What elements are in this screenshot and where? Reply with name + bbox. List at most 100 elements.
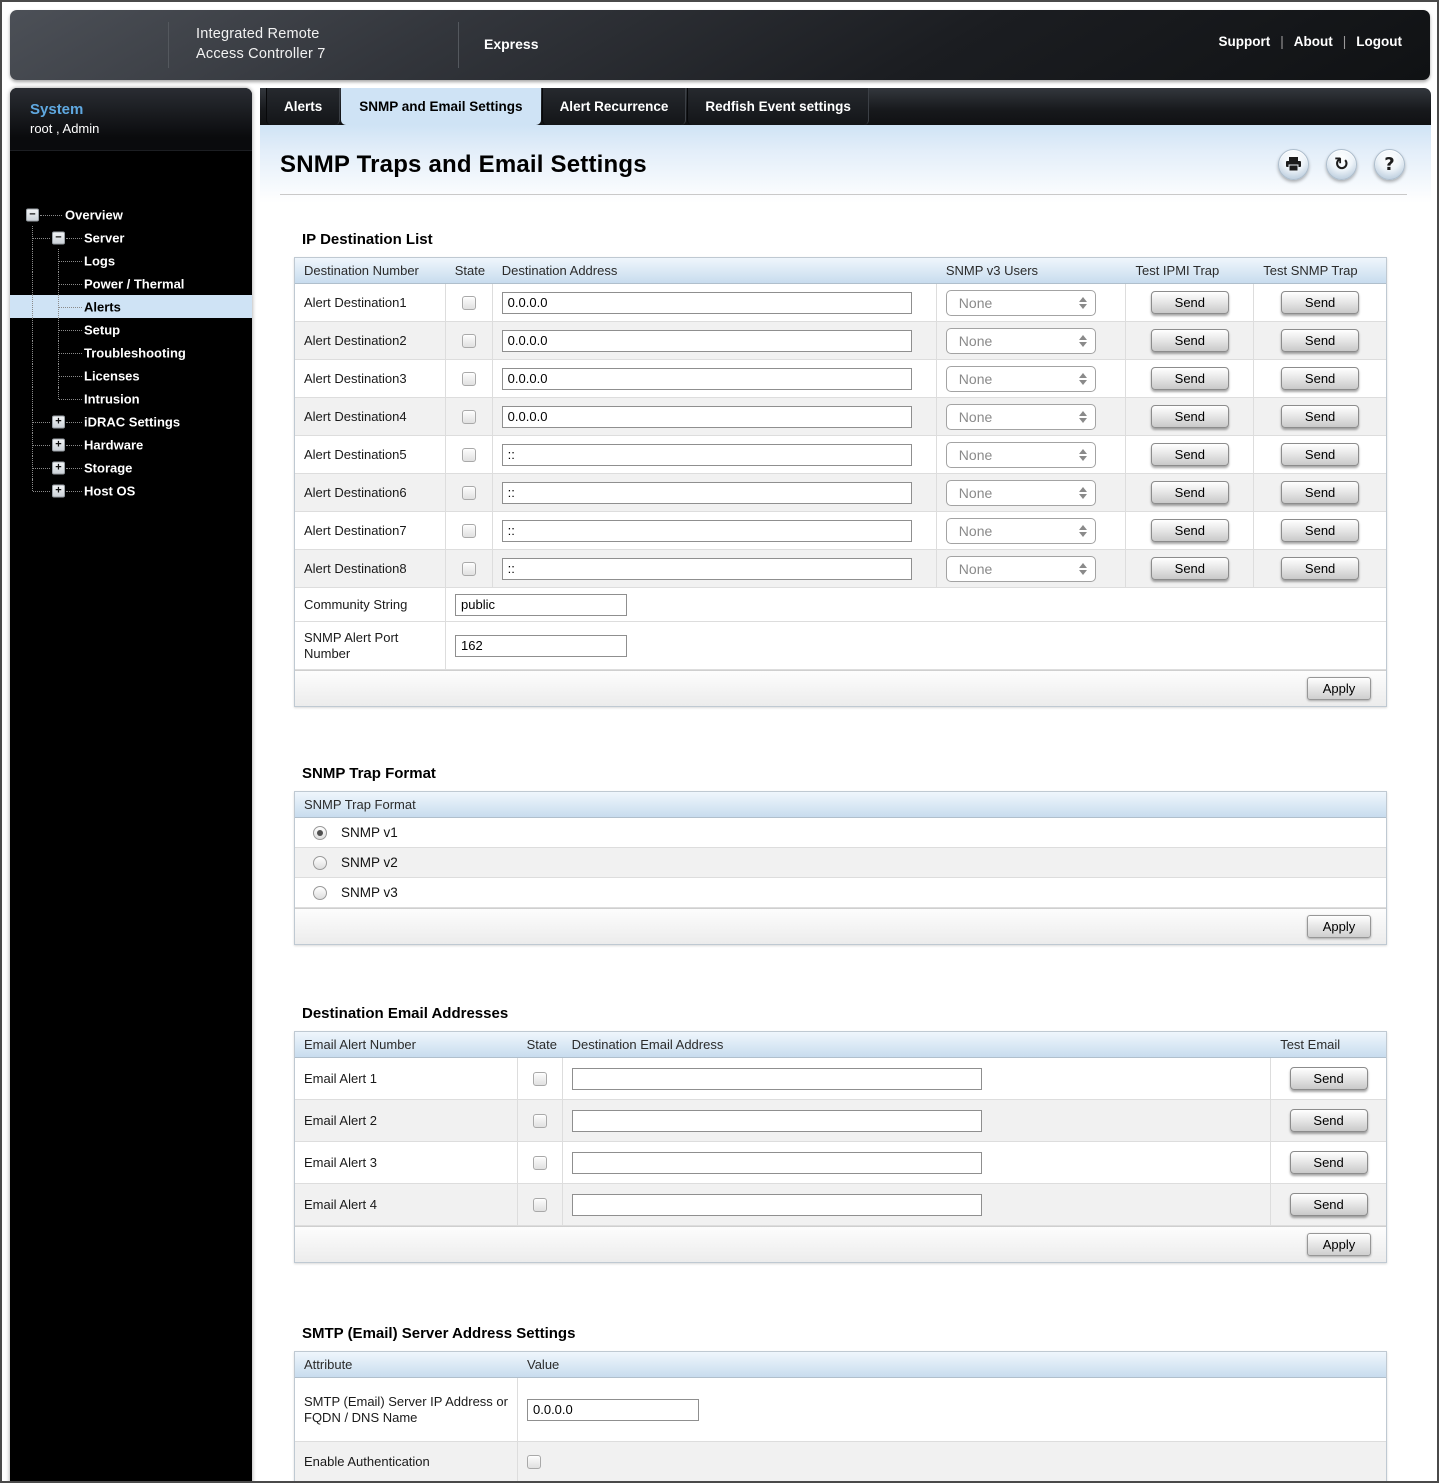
tab-snmp-and-email-settings[interactable]: SNMP and Email Settings xyxy=(341,88,541,125)
state-checkbox-destination-7[interactable] xyxy=(461,523,476,538)
expand-icon-idrac-settings[interactable]: + xyxy=(52,415,65,428)
snmp-v3-users-select-2[interactable]: None xyxy=(945,327,1096,354)
community-string-input[interactable] xyxy=(455,593,627,616)
radio-snmp-v1[interactable] xyxy=(313,825,327,840)
expand-icon-hardware[interactable]: + xyxy=(52,438,65,451)
destination-address-input-5[interactable] xyxy=(501,443,912,466)
apply-button-ip-destination[interactable]: Apply xyxy=(1307,677,1371,700)
header-link-support[interactable]: Support xyxy=(1218,34,1271,49)
state-checkbox-destination-3[interactable] xyxy=(461,371,476,386)
ip-destination-row: Alert Destination3 None Send Send xyxy=(295,360,1386,398)
radio-snmp-v3[interactable] xyxy=(313,885,327,900)
destination-email-input-2[interactable] xyxy=(571,1109,982,1132)
test-email-send-button-2[interactable]: Send xyxy=(1289,1109,1368,1132)
sidebar-item-licenses[interactable]: Licenses xyxy=(10,364,252,387)
test-snmp-send-button-3[interactable]: Send xyxy=(1281,367,1360,390)
destination-address-input-7[interactable] xyxy=(501,519,912,542)
test-email-send-button-1[interactable]: Send xyxy=(1289,1067,1368,1090)
tab-alerts[interactable]: Alerts xyxy=(266,88,341,125)
test-snmp-send-button-2[interactable]: Send xyxy=(1281,329,1360,352)
state-checkbox-email-3[interactable] xyxy=(532,1155,547,1170)
state-checkbox-destination-1[interactable] xyxy=(461,295,476,310)
test-snmp-send-button-1[interactable]: Send xyxy=(1281,291,1360,314)
smtp-server-input[interactable] xyxy=(527,1398,699,1421)
snmp-v3-users-select-4[interactable]: None xyxy=(945,403,1096,430)
test-ipmi-send-button-8[interactable]: Send xyxy=(1150,557,1229,580)
sidebar-item-storage[interactable]: + Storage xyxy=(10,456,252,479)
test-snmp-send-button-4[interactable]: Send xyxy=(1281,405,1360,428)
test-snmp-send-button-5[interactable]: Send xyxy=(1281,443,1360,466)
sidebar-item-overview[interactable]: − Overview xyxy=(10,203,252,226)
test-ipmi-send-button-1[interactable]: Send xyxy=(1150,291,1229,314)
section-heading-smtp: SMTP (Email) Server Address Settings xyxy=(302,1325,576,1342)
test-ipmi-send-button-6[interactable]: Send xyxy=(1150,481,1229,504)
table-cell: Alert Destination4 xyxy=(295,398,446,435)
table-cell xyxy=(518,1442,1386,1481)
test-ipmi-send-button-4[interactable]: Send xyxy=(1150,405,1229,428)
destination-address-input-8[interactable] xyxy=(501,557,912,580)
enable-authentication-checkbox[interactable] xyxy=(527,1454,541,1469)
state-checkbox-destination-5[interactable] xyxy=(461,447,476,462)
collapse-icon-server[interactable]: − xyxy=(52,231,65,244)
state-checkbox-destination-2[interactable] xyxy=(461,333,476,348)
sidebar-item-server[interactable]: − Server xyxy=(10,226,252,249)
destination-address-input-4[interactable] xyxy=(501,405,912,428)
collapse-icon-overview[interactable]: − xyxy=(26,208,39,221)
state-checkbox-email-2[interactable] xyxy=(532,1113,547,1128)
expand-icon-storage[interactable]: + xyxy=(52,461,65,474)
test-snmp-send-button-7[interactable]: Send xyxy=(1281,519,1360,542)
sidebar-item-host-os[interactable]: + Host OS xyxy=(10,479,252,502)
tab-alert-recurrence[interactable]: Alert Recurrence xyxy=(541,88,687,125)
sidebar-item-troubleshooting[interactable]: Troubleshooting xyxy=(10,341,252,364)
state-checkbox-email-4[interactable] xyxy=(532,1197,547,1212)
sidebar-item-setup[interactable]: Setup xyxy=(10,318,252,341)
down-arrow-icon xyxy=(1078,379,1087,385)
state-checkbox-destination-8[interactable] xyxy=(461,561,476,576)
snmp-v3-users-select-5[interactable]: None xyxy=(945,441,1096,468)
radio-snmp-v2[interactable] xyxy=(313,855,327,870)
sidebar-item-idrac-settings[interactable]: + iDRAC Settings xyxy=(10,410,252,433)
sidebar-item-logs[interactable]: Logs xyxy=(10,249,252,272)
down-arrow-icon xyxy=(1078,303,1087,309)
destination-email-input-4[interactable] xyxy=(571,1193,982,1216)
destination-address-input-2[interactable] xyxy=(501,329,912,352)
destination-email-input-3[interactable] xyxy=(571,1151,982,1174)
test-ipmi-send-button-3[interactable]: Send xyxy=(1150,367,1229,390)
state-checkbox-destination-6[interactable] xyxy=(461,485,476,500)
up-arrow-icon xyxy=(1078,524,1087,530)
destination-address-input-1[interactable] xyxy=(501,291,912,314)
expand-icon-host-os[interactable]: + xyxy=(52,484,65,497)
apply-button-email-addresses[interactable]: Apply xyxy=(1307,1233,1371,1256)
snmp-alert-port-input[interactable] xyxy=(455,634,627,657)
destination-address-input-6[interactable] xyxy=(501,481,912,504)
printer-icon[interactable] xyxy=(1278,149,1309,180)
refresh-icon[interactable]: ↻ xyxy=(1326,149,1357,180)
snmp-v3-users-select-1[interactable]: None xyxy=(945,289,1096,316)
header-link-logout[interactable]: Logout xyxy=(1356,34,1402,49)
select-arrows-icon xyxy=(1078,410,1087,423)
state-checkbox-destination-4[interactable] xyxy=(461,409,476,424)
table-cell xyxy=(493,550,937,587)
snmp-v3-users-select-3[interactable]: None xyxy=(945,365,1096,392)
destination-address-input-3[interactable] xyxy=(501,367,912,390)
snmp-v3-users-select-8[interactable]: None xyxy=(945,555,1096,582)
test-email-send-button-4[interactable]: Send xyxy=(1289,1193,1368,1216)
test-email-send-button-3[interactable]: Send xyxy=(1289,1151,1368,1174)
sidebar-item-power-thermal[interactable]: Power / Thermal xyxy=(10,272,252,295)
test-ipmi-send-button-5[interactable]: Send xyxy=(1150,443,1229,466)
test-ipmi-send-button-7[interactable]: Send xyxy=(1150,519,1229,542)
test-snmp-send-button-6[interactable]: Send xyxy=(1281,481,1360,504)
apply-button-trap-format[interactable]: Apply xyxy=(1307,915,1371,938)
tab-redfish-event-settings[interactable]: Redfish Event settings xyxy=(687,88,869,125)
test-ipmi-send-button-2[interactable]: Send xyxy=(1150,329,1229,352)
header-link-about[interactable]: About xyxy=(1293,34,1333,49)
help-icon[interactable]: ? xyxy=(1374,149,1405,180)
state-checkbox-email-1[interactable] xyxy=(532,1071,547,1086)
sidebar-item-hardware[interactable]: + Hardware xyxy=(10,433,252,456)
sidebar-item-alerts[interactable]: Alerts xyxy=(10,295,252,318)
snmp-v3-users-select-7[interactable]: None xyxy=(945,517,1096,544)
test-snmp-send-button-8[interactable]: Send xyxy=(1281,557,1360,580)
destination-email-input-1[interactable] xyxy=(571,1067,982,1090)
snmp-v3-users-select-6[interactable]: None xyxy=(945,479,1096,506)
sidebar-item-intrusion[interactable]: Intrusion xyxy=(10,387,252,410)
